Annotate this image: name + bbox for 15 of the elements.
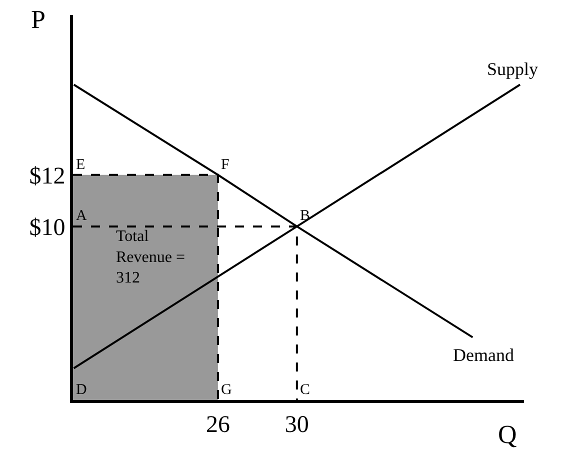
annotation: D [76, 382, 87, 398]
annotation: A [76, 208, 87, 224]
x-tick-label: 26 [206, 412, 230, 438]
x-axis-title: Q [498, 420, 517, 449]
annotation: G [221, 382, 232, 398]
series-label: Demand [453, 345, 514, 365]
x-tick-label: 30 [284, 412, 309, 438]
y-tick-label: $10 [29, 214, 66, 241]
annotation: F [221, 157, 230, 173]
annotation: Total Revenue = 312 [116, 228, 185, 287]
annotation: C [300, 382, 310, 398]
annotation: E [76, 157, 86, 173]
y-tick-label: $12 [29, 163, 66, 190]
y-axis-title: P [31, 5, 46, 34]
series-label: Supply [487, 59, 538, 79]
